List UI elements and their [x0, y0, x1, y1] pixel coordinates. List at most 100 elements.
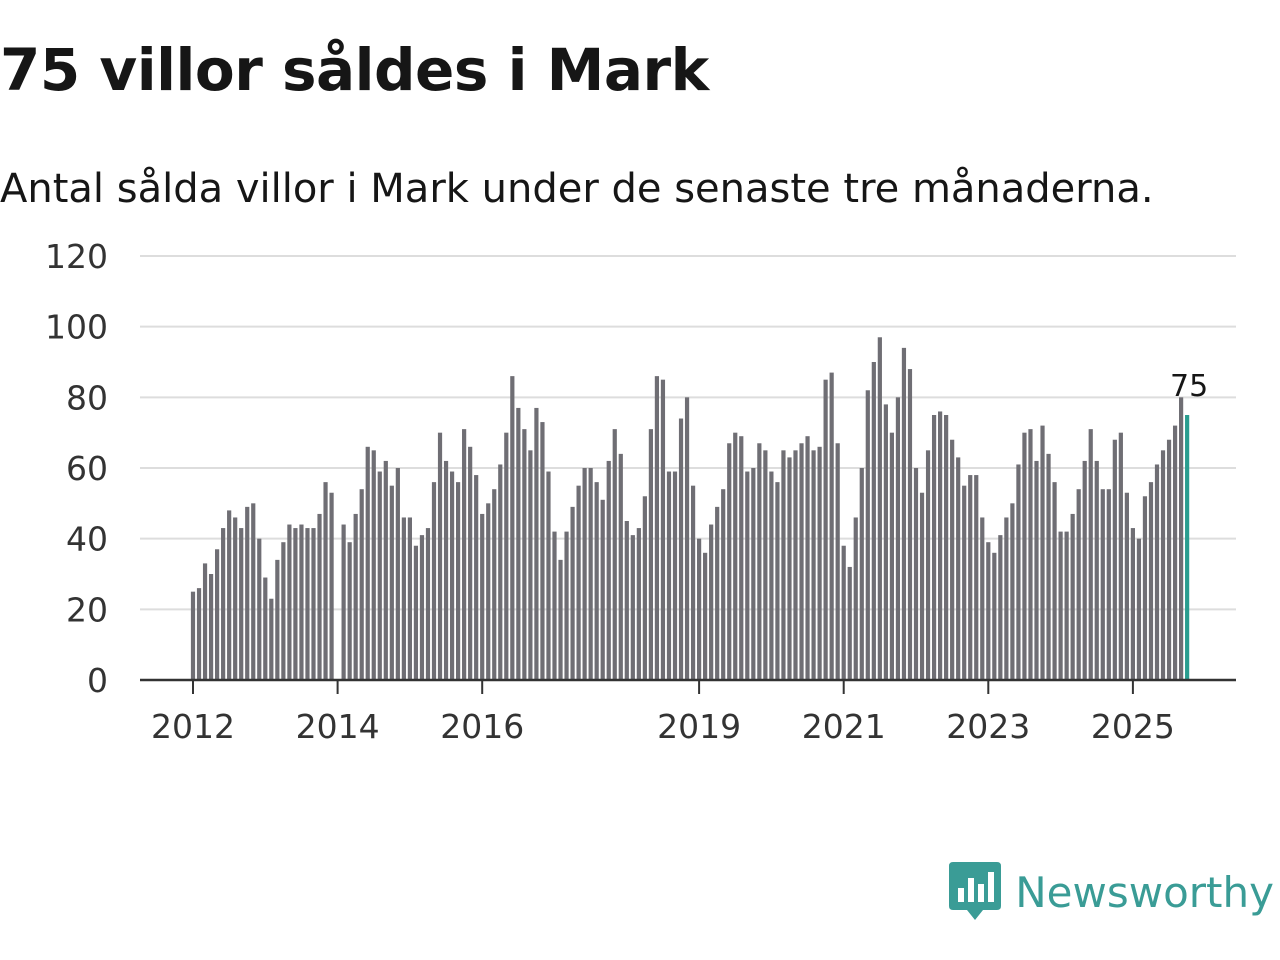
bar	[299, 524, 304, 680]
bar	[468, 446, 473, 680]
bar	[1130, 528, 1135, 680]
bar	[257, 538, 262, 680]
bar	[1136, 538, 1142, 680]
bar	[612, 429, 617, 680]
bar	[449, 471, 455, 680]
bar	[1040, 425, 1045, 680]
bar	[353, 513, 358, 680]
bar	[980, 517, 985, 680]
bar	[877, 337, 882, 680]
bar	[383, 460, 388, 680]
bar	[401, 517, 406, 680]
bar	[498, 464, 503, 680]
y-tick-label-100: 100	[45, 308, 108, 347]
bar	[883, 404, 888, 680]
bar	[395, 468, 400, 680]
bar	[823, 379, 828, 680]
bar	[938, 411, 943, 680]
bar	[1004, 517, 1009, 680]
brand-name: Newsworthy	[1015, 867, 1274, 917]
bar	[552, 531, 557, 680]
bar	[389, 485, 394, 680]
bar	[233, 517, 238, 680]
bar	[546, 471, 551, 680]
bar	[570, 506, 575, 680]
bar	[817, 446, 822, 680]
bar	[263, 577, 268, 680]
bar	[317, 513, 322, 680]
bar	[522, 429, 527, 680]
bar	[269, 598, 274, 680]
bar	[196, 588, 202, 680]
bar	[1094, 460, 1099, 680]
bar	[956, 457, 961, 680]
bar	[895, 397, 901, 680]
bar	[600, 499, 605, 680]
bar	[245, 506, 250, 680]
bar	[853, 517, 858, 680]
bar	[558, 559, 563, 680]
bar	[721, 489, 726, 680]
bar-latest	[1185, 415, 1190, 680]
bar	[504, 432, 509, 680]
bar	[660, 379, 666, 680]
bar	[1118, 432, 1123, 680]
bar	[630, 535, 635, 680]
bar	[739, 436, 744, 680]
bar	[486, 503, 491, 680]
bar	[998, 535, 1003, 680]
bar	[648, 429, 653, 680]
bar	[1046, 453, 1051, 680]
bar	[709, 524, 714, 680]
bar	[1124, 492, 1129, 680]
bar	[968, 475, 973, 680]
bar	[540, 422, 545, 680]
bar	[1034, 460, 1039, 680]
bar	[757, 443, 762, 680]
bar	[925, 450, 931, 680]
bar	[642, 496, 647, 680]
x-tick-label-2014: 2014	[296, 707, 380, 746]
bar	[437, 432, 443, 680]
bar	[606, 460, 611, 680]
bar	[1172, 425, 1178, 680]
bar	[781, 450, 786, 680]
bar	[311, 528, 316, 680]
y-tick-label-20: 20	[66, 590, 108, 629]
bar	[425, 528, 431, 680]
bar	[1179, 397, 1184, 680]
bar	[1112, 439, 1117, 680]
bar	[1166, 439, 1172, 680]
x-tick-label-2016: 2016	[440, 707, 524, 746]
bar	[275, 559, 280, 680]
y-tick-label-80: 80	[66, 378, 108, 417]
bar	[636, 528, 641, 680]
bar	[582, 468, 587, 680]
bar	[672, 471, 678, 680]
bar	[215, 549, 220, 680]
bar	[733, 432, 738, 680]
bars	[190, 337, 1190, 680]
bar	[871, 362, 876, 680]
bar	[365, 446, 370, 680]
bar	[841, 545, 846, 680]
bar-chart: 0 20 40 60 80 100 120 2012 2014 2016 2019 2021 2023…	[45, 237, 1236, 746]
bar	[1064, 531, 1069, 680]
bar	[1076, 489, 1081, 680]
bar	[1016, 464, 1021, 680]
bar	[727, 443, 732, 680]
bar	[715, 506, 720, 680]
bar	[678, 418, 684, 680]
x-axis	[140, 678, 1236, 694]
bar	[407, 517, 412, 680]
bar	[775, 482, 780, 680]
bar	[805, 436, 810, 680]
bar	[865, 390, 870, 680]
bar	[618, 453, 623, 680]
bar	[787, 457, 792, 680]
bar	[799, 443, 804, 680]
bar	[359, 489, 364, 680]
bar	[1142, 496, 1148, 680]
y-tick-label-60: 60	[66, 449, 108, 488]
bar	[305, 528, 310, 680]
